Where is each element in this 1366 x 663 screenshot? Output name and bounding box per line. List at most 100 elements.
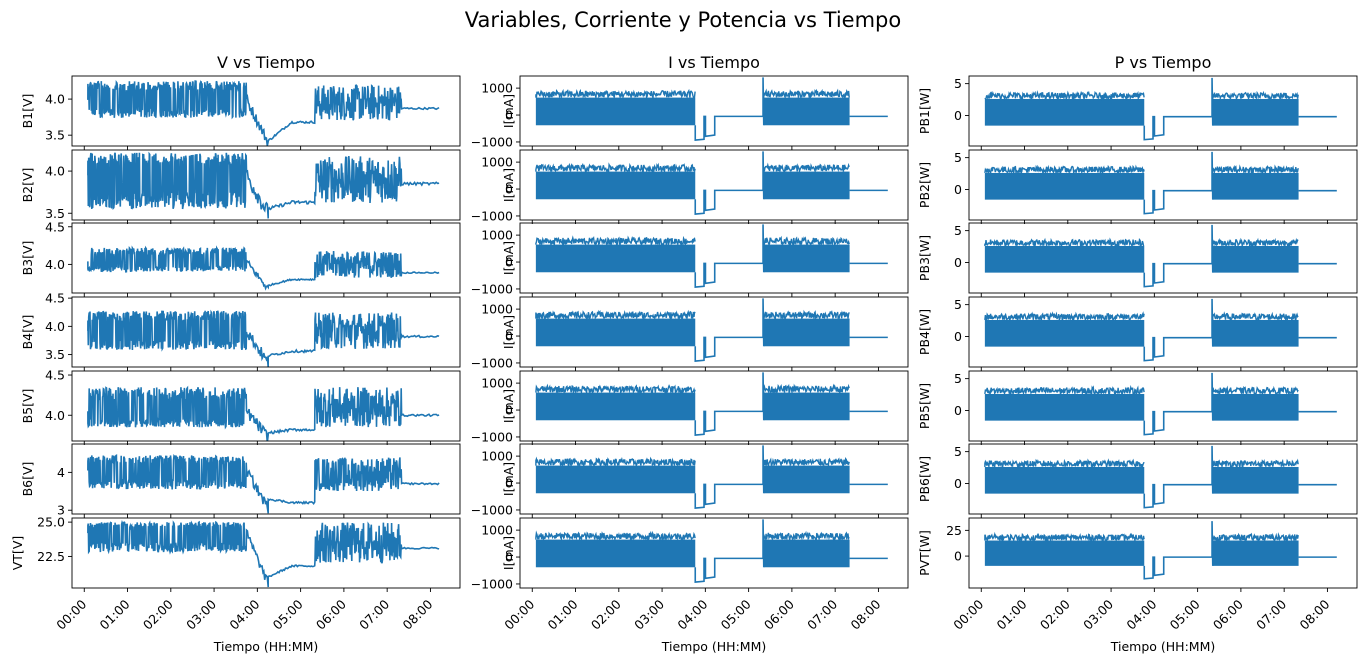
y-tick-label: 5 xyxy=(954,76,962,91)
series-line xyxy=(694,224,765,288)
y-tick-label: −1000 xyxy=(471,502,513,517)
series-group xyxy=(535,372,888,436)
x-tick-label: 04:00 xyxy=(674,596,710,632)
series-line xyxy=(535,309,696,322)
y-tick-label: −1000 xyxy=(471,429,513,444)
series-line xyxy=(694,519,765,583)
subplot-b4v-0-3: 3.5 4.0 4.5 B4[V] xyxy=(20,291,461,371)
series-group xyxy=(87,453,440,514)
y-tick-label: 0 xyxy=(954,549,962,564)
y-axis-label: I[mA] xyxy=(501,315,516,349)
series-line xyxy=(87,309,440,367)
x-tick-label: 07:00 xyxy=(804,596,840,632)
series-group xyxy=(984,77,1337,141)
axes-frame xyxy=(968,443,1358,515)
x-tick-label: 04:00 xyxy=(1123,596,1159,632)
series-band xyxy=(984,98,1145,126)
y-axis-label: VT[V] xyxy=(10,536,25,571)
y-tick-label: 0 xyxy=(505,108,513,123)
x-tick-label: 08:00 xyxy=(847,596,883,632)
series-line xyxy=(535,162,696,174)
series-group xyxy=(535,151,888,215)
y-axis-label: I[mA] xyxy=(501,462,516,496)
subplot-b5v-0-4: 4.0 4.5 B5[V] xyxy=(20,368,461,445)
y-tick-label: 0 xyxy=(954,329,962,344)
series-band xyxy=(535,97,696,126)
series-group xyxy=(87,385,440,441)
y-tick-label: 3.5 xyxy=(45,128,65,143)
series-group xyxy=(535,298,888,362)
x-tick-label: 07:00 xyxy=(356,596,392,632)
series-line xyxy=(1143,521,1214,580)
series-line xyxy=(87,245,440,291)
series-group xyxy=(984,372,1337,436)
series-group xyxy=(984,151,1337,215)
y-axis-label: B3[V] xyxy=(20,241,35,276)
axes-frame xyxy=(71,296,461,368)
x-tick-label: 06:00 xyxy=(313,596,349,632)
y-axis-label: I[mA] xyxy=(501,536,516,570)
subplot-pb6w-2-5: 0 5 PB6[W] xyxy=(917,443,1358,518)
axes-frame xyxy=(519,296,909,368)
y-tick-label: −1000 xyxy=(471,208,513,223)
x-tick-label: 02:00 xyxy=(140,596,176,632)
series-band xyxy=(984,245,1145,273)
axes-frame xyxy=(519,443,909,515)
y-tick-label: 5 xyxy=(954,297,962,312)
axes-frame xyxy=(71,149,461,221)
x-tick-label: 06:00 xyxy=(1210,596,1246,632)
x-axis-label: Tiempo (HH:MM) xyxy=(661,639,766,654)
series-line xyxy=(1143,151,1214,215)
y-axis-label: PB6[W] xyxy=(917,456,932,502)
series-line xyxy=(694,445,765,509)
series-line xyxy=(1143,372,1214,436)
series-band xyxy=(763,171,850,200)
series-line xyxy=(87,453,440,514)
series-line xyxy=(1143,445,1214,509)
series-group xyxy=(87,519,440,588)
y-tick-label: 0 xyxy=(505,403,513,418)
series-line xyxy=(763,383,850,395)
x-tick-label: 01:00 xyxy=(97,596,133,632)
series-line xyxy=(535,456,696,468)
x-tick-label: 02:00 xyxy=(1037,596,1073,632)
y-tick-label: 3 xyxy=(57,503,65,518)
y-tick-label: 1000 xyxy=(481,523,513,538)
subplot-pb1w-2-0: 0 5 PB1[W] xyxy=(917,75,1358,150)
y-axis-label: PB3[W] xyxy=(917,235,932,281)
y-tick-label: 0 xyxy=(505,329,513,344)
series-line xyxy=(984,531,1145,543)
series-group xyxy=(984,445,1337,509)
axes-frame xyxy=(968,517,1358,589)
y-tick-label: 0 xyxy=(954,403,962,418)
series-band xyxy=(763,318,850,347)
series-line xyxy=(535,88,696,101)
series-group xyxy=(535,445,888,509)
subplot-b6v-0-5: 3 4 B6[V] xyxy=(20,443,461,518)
series-line xyxy=(763,235,850,248)
y-tick-label: 25 xyxy=(946,523,962,538)
series-line xyxy=(1212,237,1299,249)
series-line xyxy=(694,372,765,436)
y-axis-label: B5[V] xyxy=(20,389,35,424)
subplot-b2v-0-1: 3.5 4.0 B2[V] xyxy=(20,149,461,224)
x-tick-label: 01:00 xyxy=(994,596,1030,632)
x-tick-label: 08:00 xyxy=(1296,596,1332,632)
series-band xyxy=(1212,245,1299,273)
axes-frame xyxy=(968,75,1358,147)
x-tick-label: 00:00 xyxy=(53,596,89,632)
y-tick-label: 1000 xyxy=(481,155,513,170)
series-band xyxy=(1212,172,1299,200)
axes-frame xyxy=(71,222,461,294)
series-band xyxy=(535,318,696,347)
series-group xyxy=(87,245,440,291)
y-tick-label: 4.5 xyxy=(45,219,65,234)
subplot-vtv-0-6: 22.5 25.0 VT[V] 00:00 01:00 02:00 03:00 04:00 05… xyxy=(10,515,461,654)
series-group xyxy=(984,521,1337,580)
series-line xyxy=(87,79,440,146)
series-band xyxy=(535,465,696,494)
axes-frame xyxy=(968,370,1358,442)
series-line xyxy=(984,311,1145,323)
series-line xyxy=(984,164,1145,176)
